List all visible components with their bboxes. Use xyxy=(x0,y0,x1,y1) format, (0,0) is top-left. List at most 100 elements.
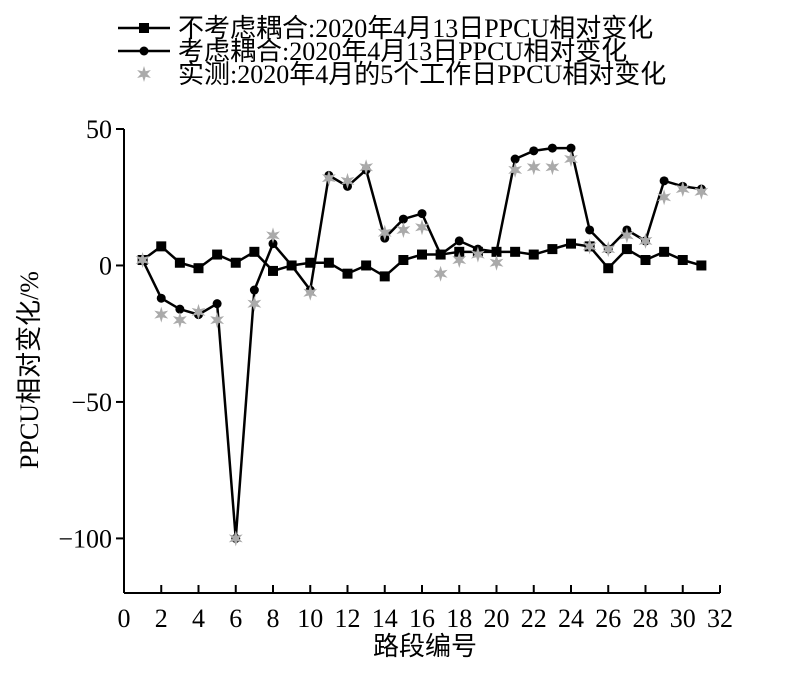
x-tick-label: 4 xyxy=(192,604,205,633)
point xyxy=(249,246,260,257)
legend-label: 考虑耦合:2020年4月13日PPCU相对变化 xyxy=(178,37,627,66)
point xyxy=(566,143,576,153)
point xyxy=(230,257,241,268)
point xyxy=(510,246,521,257)
point xyxy=(454,236,464,246)
point xyxy=(398,214,408,224)
point xyxy=(321,170,336,187)
x-tick-label: 10 xyxy=(297,604,323,633)
point xyxy=(303,284,318,301)
x-tick-label: 2 xyxy=(155,604,168,633)
point xyxy=(528,249,539,260)
point xyxy=(266,227,280,244)
x-tick-label: 16 xyxy=(409,604,435,633)
point xyxy=(452,252,467,268)
point xyxy=(172,312,187,329)
point xyxy=(510,154,520,164)
point xyxy=(564,151,578,167)
point xyxy=(377,224,392,241)
legend-label: 不考虑耦合:2020年4月13日PPCU相对变化 xyxy=(178,14,653,43)
point xyxy=(545,159,560,176)
x-tick-label: 6 xyxy=(229,604,242,633)
x-tick-label: 30 xyxy=(670,604,696,633)
point xyxy=(526,159,541,176)
point xyxy=(547,244,558,255)
point xyxy=(436,250,446,260)
x-tick-label: 18 xyxy=(446,604,472,633)
x-tick-label: 8 xyxy=(267,604,280,633)
point xyxy=(156,293,166,303)
point xyxy=(694,183,709,200)
point xyxy=(268,239,278,249)
point xyxy=(396,222,411,238)
point xyxy=(212,249,223,260)
point xyxy=(210,312,225,329)
point xyxy=(492,247,501,257)
point xyxy=(249,285,259,295)
point xyxy=(154,306,169,323)
x-tick-label: 0 xyxy=(118,604,131,633)
point xyxy=(323,257,334,268)
series-line xyxy=(141,146,702,539)
point xyxy=(398,255,409,266)
series-line xyxy=(141,242,702,278)
x-tick-label: 22 xyxy=(521,604,547,633)
point xyxy=(193,263,204,274)
y-tick-label: 0 xyxy=(99,251,112,280)
point xyxy=(135,252,150,268)
point xyxy=(359,159,374,176)
x-tick-label: 20 xyxy=(484,604,510,633)
point xyxy=(677,255,688,266)
point xyxy=(247,295,262,312)
point xyxy=(640,255,651,266)
point xyxy=(659,176,669,186)
y-tick-label: 50 xyxy=(86,115,112,144)
point xyxy=(415,219,429,236)
y-axis-label: PPCU相对变化/% xyxy=(15,271,44,469)
point xyxy=(508,161,523,178)
point xyxy=(657,189,672,206)
point xyxy=(601,241,616,258)
point xyxy=(191,303,206,320)
legend-marker xyxy=(139,23,149,33)
point xyxy=(675,181,690,197)
point xyxy=(228,530,243,547)
x-tick-label: 28 xyxy=(633,604,659,633)
point xyxy=(529,146,539,156)
point xyxy=(305,257,316,268)
point xyxy=(175,304,185,314)
point xyxy=(361,260,372,271)
point xyxy=(547,143,557,153)
point xyxy=(340,172,355,189)
x-tick-label: 32 xyxy=(707,604,733,633)
x-tick-label: 12 xyxy=(335,604,361,633)
point xyxy=(379,271,390,282)
point xyxy=(212,299,222,309)
point xyxy=(582,238,597,255)
legend-marker xyxy=(139,46,149,56)
y-tick-label: −100 xyxy=(58,524,112,553)
point xyxy=(566,238,576,249)
point xyxy=(470,246,485,263)
x-tick-label: 24 xyxy=(558,604,584,633)
point xyxy=(156,241,167,252)
x-tick-label: 14 xyxy=(372,604,398,633)
legend-label: 实测:2020年4月的5个工作日PPCU相对变化 xyxy=(178,60,666,89)
legend-marker xyxy=(137,66,151,82)
point xyxy=(585,225,595,235)
point xyxy=(489,254,504,271)
point xyxy=(433,265,448,282)
point xyxy=(174,257,185,268)
point xyxy=(696,260,707,271)
point xyxy=(454,246,465,257)
x-tick-label: 26 xyxy=(595,604,621,633)
point xyxy=(287,260,297,270)
point xyxy=(659,246,670,257)
point xyxy=(621,244,632,255)
point xyxy=(342,268,353,279)
x-axis-label: 路段编号 xyxy=(373,632,477,661)
y-tick-label: −50 xyxy=(71,388,112,417)
point xyxy=(638,232,653,249)
point xyxy=(268,265,278,276)
